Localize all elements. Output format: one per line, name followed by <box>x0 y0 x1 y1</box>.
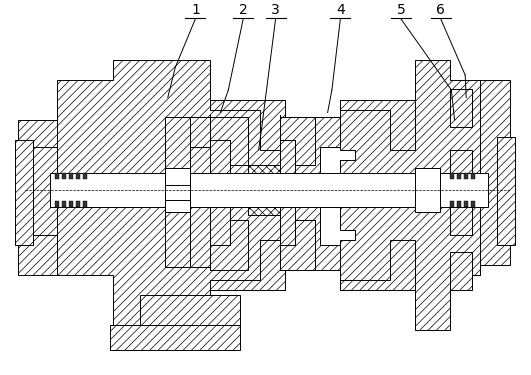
Polygon shape <box>480 80 510 275</box>
Bar <box>62 173 66 179</box>
Bar <box>69 173 73 179</box>
Bar <box>55 201 59 207</box>
Bar <box>450 89 472 127</box>
Bar <box>33 147 57 235</box>
Polygon shape <box>210 100 285 150</box>
Polygon shape <box>210 240 285 290</box>
Text: 2: 2 <box>239 3 247 17</box>
Polygon shape <box>340 240 415 290</box>
Bar <box>464 201 468 207</box>
Bar <box>457 201 461 207</box>
Polygon shape <box>280 220 315 270</box>
Bar <box>55 173 59 179</box>
Bar <box>450 150 472 235</box>
Bar <box>248 165 280 215</box>
Bar <box>457 173 461 179</box>
Bar <box>15 140 33 245</box>
Polygon shape <box>280 117 315 165</box>
Polygon shape <box>280 117 340 270</box>
Text: 3: 3 <box>271 3 280 17</box>
Bar <box>165 168 190 212</box>
Bar <box>62 201 66 207</box>
Bar <box>76 173 80 179</box>
Bar <box>415 168 440 212</box>
Bar <box>110 325 240 350</box>
Bar <box>76 201 80 207</box>
Polygon shape <box>57 60 300 330</box>
Bar <box>140 295 240 325</box>
Bar <box>471 173 475 179</box>
Bar <box>83 173 87 179</box>
Bar <box>50 173 488 207</box>
Text: 5: 5 <box>397 3 405 17</box>
Text: 1: 1 <box>191 3 200 17</box>
Bar <box>450 201 454 207</box>
Bar <box>57 173 480 207</box>
Polygon shape <box>210 117 248 165</box>
Bar <box>464 173 468 179</box>
Polygon shape <box>340 60 480 330</box>
Bar <box>450 252 472 290</box>
Polygon shape <box>165 117 210 267</box>
Polygon shape <box>18 120 57 275</box>
Bar <box>69 201 73 207</box>
Polygon shape <box>210 220 248 270</box>
Text: 4: 4 <box>336 3 345 17</box>
Bar <box>83 201 87 207</box>
Bar <box>497 137 515 245</box>
Bar <box>450 173 454 179</box>
Polygon shape <box>340 100 415 150</box>
Bar <box>471 201 475 207</box>
Text: 6: 6 <box>436 3 445 17</box>
